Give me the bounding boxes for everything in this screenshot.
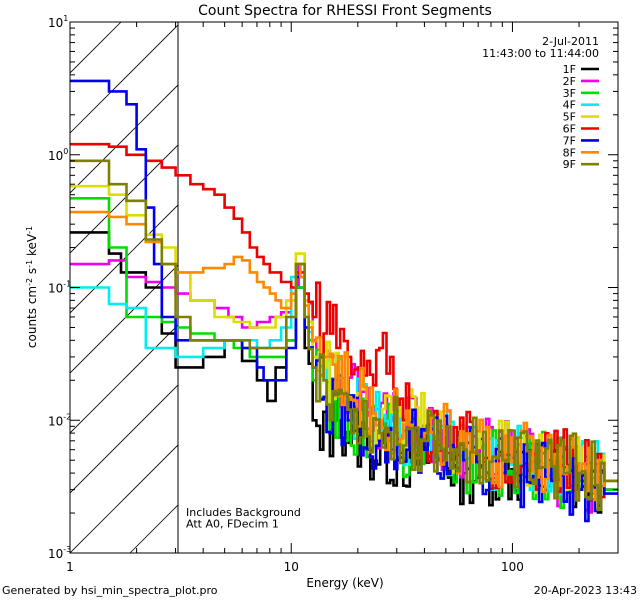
chart-title: Count Spectra for RHESSI Front Segments <box>198 3 492 19</box>
hatch-line <box>70 84 178 194</box>
annotation: Includes Background <box>186 506 301 519</box>
footer-timestamp: 20-Apr-2023 13:43 <box>534 584 637 597</box>
hatch-line <box>0 0 130 553</box>
hatch-line <box>70 24 178 134</box>
y-tick-label: 101 <box>48 14 68 30</box>
time-range-label: 11:43:00 to 11:44:00 <box>482 47 599 60</box>
hatch-line <box>70 22 122 74</box>
x-axis-label: Energy (keV) <box>306 576 383 590</box>
y-tick-label: 10-3 <box>48 545 71 561</box>
hatch-line <box>70 204 178 314</box>
legend-label-6F: 6F <box>563 123 576 136</box>
hatch-line <box>70 384 178 494</box>
legend-label-4F: 4F <box>563 99 576 112</box>
date-label: 2-Jul-2011 <box>542 35 599 48</box>
y-tick-label: 10-1 <box>48 280 71 296</box>
x-tick-label: 1 <box>66 560 74 574</box>
hatch-line <box>70 144 178 254</box>
legend-label-5F: 5F <box>563 111 576 124</box>
legend-label-9F: 9F <box>563 158 576 171</box>
hatched-region <box>0 0 178 553</box>
footer-generated-by: Generated by hsi_min_spectra_plot.pro <box>2 584 218 597</box>
legend-label-7F: 7F <box>563 134 576 147</box>
x-tick-label: 10 <box>284 560 299 574</box>
series-line-9F <box>70 159 618 511</box>
legend-label-1F: 1F <box>563 63 576 76</box>
x-tick-label: 100 <box>501 560 524 574</box>
y-tick-label: 10-2 <box>48 412 71 428</box>
y-axis-label: counts cm-2 s-1 keV-1 <box>25 226 40 348</box>
annotation: Att A0, FDecim 1 <box>186 518 279 531</box>
legend-label-3F: 3F <box>563 87 576 100</box>
legend-label-2F: 2F <box>563 75 576 88</box>
hatch-line <box>70 444 178 553</box>
y-tick-label: 100 <box>48 147 68 163</box>
legend-label-8F: 8F <box>563 146 576 159</box>
